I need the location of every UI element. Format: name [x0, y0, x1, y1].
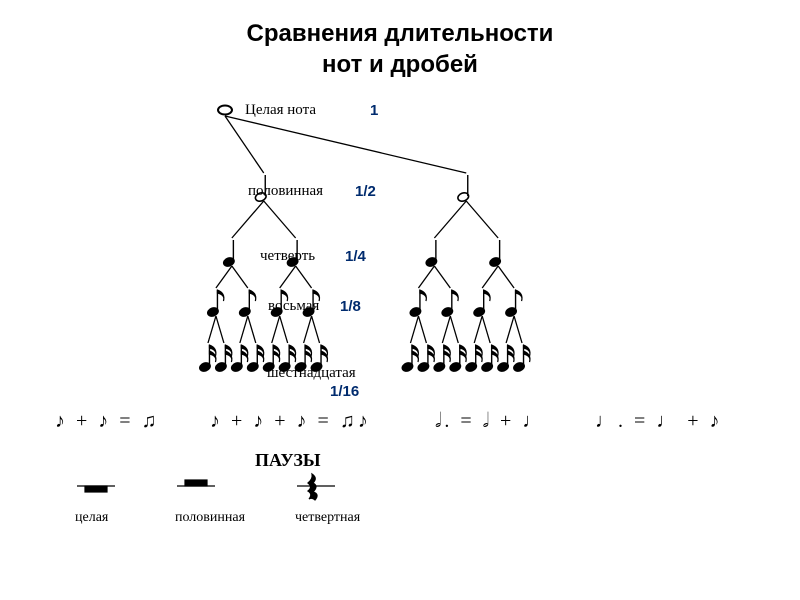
fraction-eighth: 1/8 [340, 298, 361, 315]
tree-branches [0, 80, 800, 560]
equation-3: ♩. = ♩ + ♪ [595, 410, 723, 433]
fraction-quarter: 1/4 [345, 248, 366, 265]
fraction-whole: 1 [370, 102, 378, 119]
fraction-half: 1/2 [355, 183, 376, 200]
fraction-sixteenth: 1/16 [330, 383, 359, 400]
pause-label-2: четвертная [295, 510, 360, 526]
page-title: Сравнения длительности нот и дробей [0, 0, 800, 80]
pause-label-1: половинная [175, 510, 245, 526]
equation-2: 𝅗𝅥. = 𝅗𝅥 + ♩ [435, 410, 545, 433]
title-line-1: Сравнения длительности [247, 20, 554, 47]
note-label-eighth: восьмая [268, 298, 319, 315]
note-label-whole: Целая нота [245, 102, 316, 119]
note-label-sixteenth: шестнадцатая [267, 365, 356, 382]
pauses-title: ПАУЗЫ [255, 450, 321, 471]
note-tree-diagram: Целая нота 1 половинная 1/2 четверть 1/4 восьм… [0, 80, 800, 560]
note-label-quarter: четверть [260, 248, 315, 265]
title-line-2: нот и дробей [322, 51, 478, 78]
note-label-half: половинная [248, 183, 323, 200]
equation-1: ♪ + ♪ + ♪ = ♫♪ [210, 410, 371, 433]
pause-label-0: целая [75, 510, 108, 526]
equation-0: ♪ + ♪ = ♫ [55, 410, 160, 433]
